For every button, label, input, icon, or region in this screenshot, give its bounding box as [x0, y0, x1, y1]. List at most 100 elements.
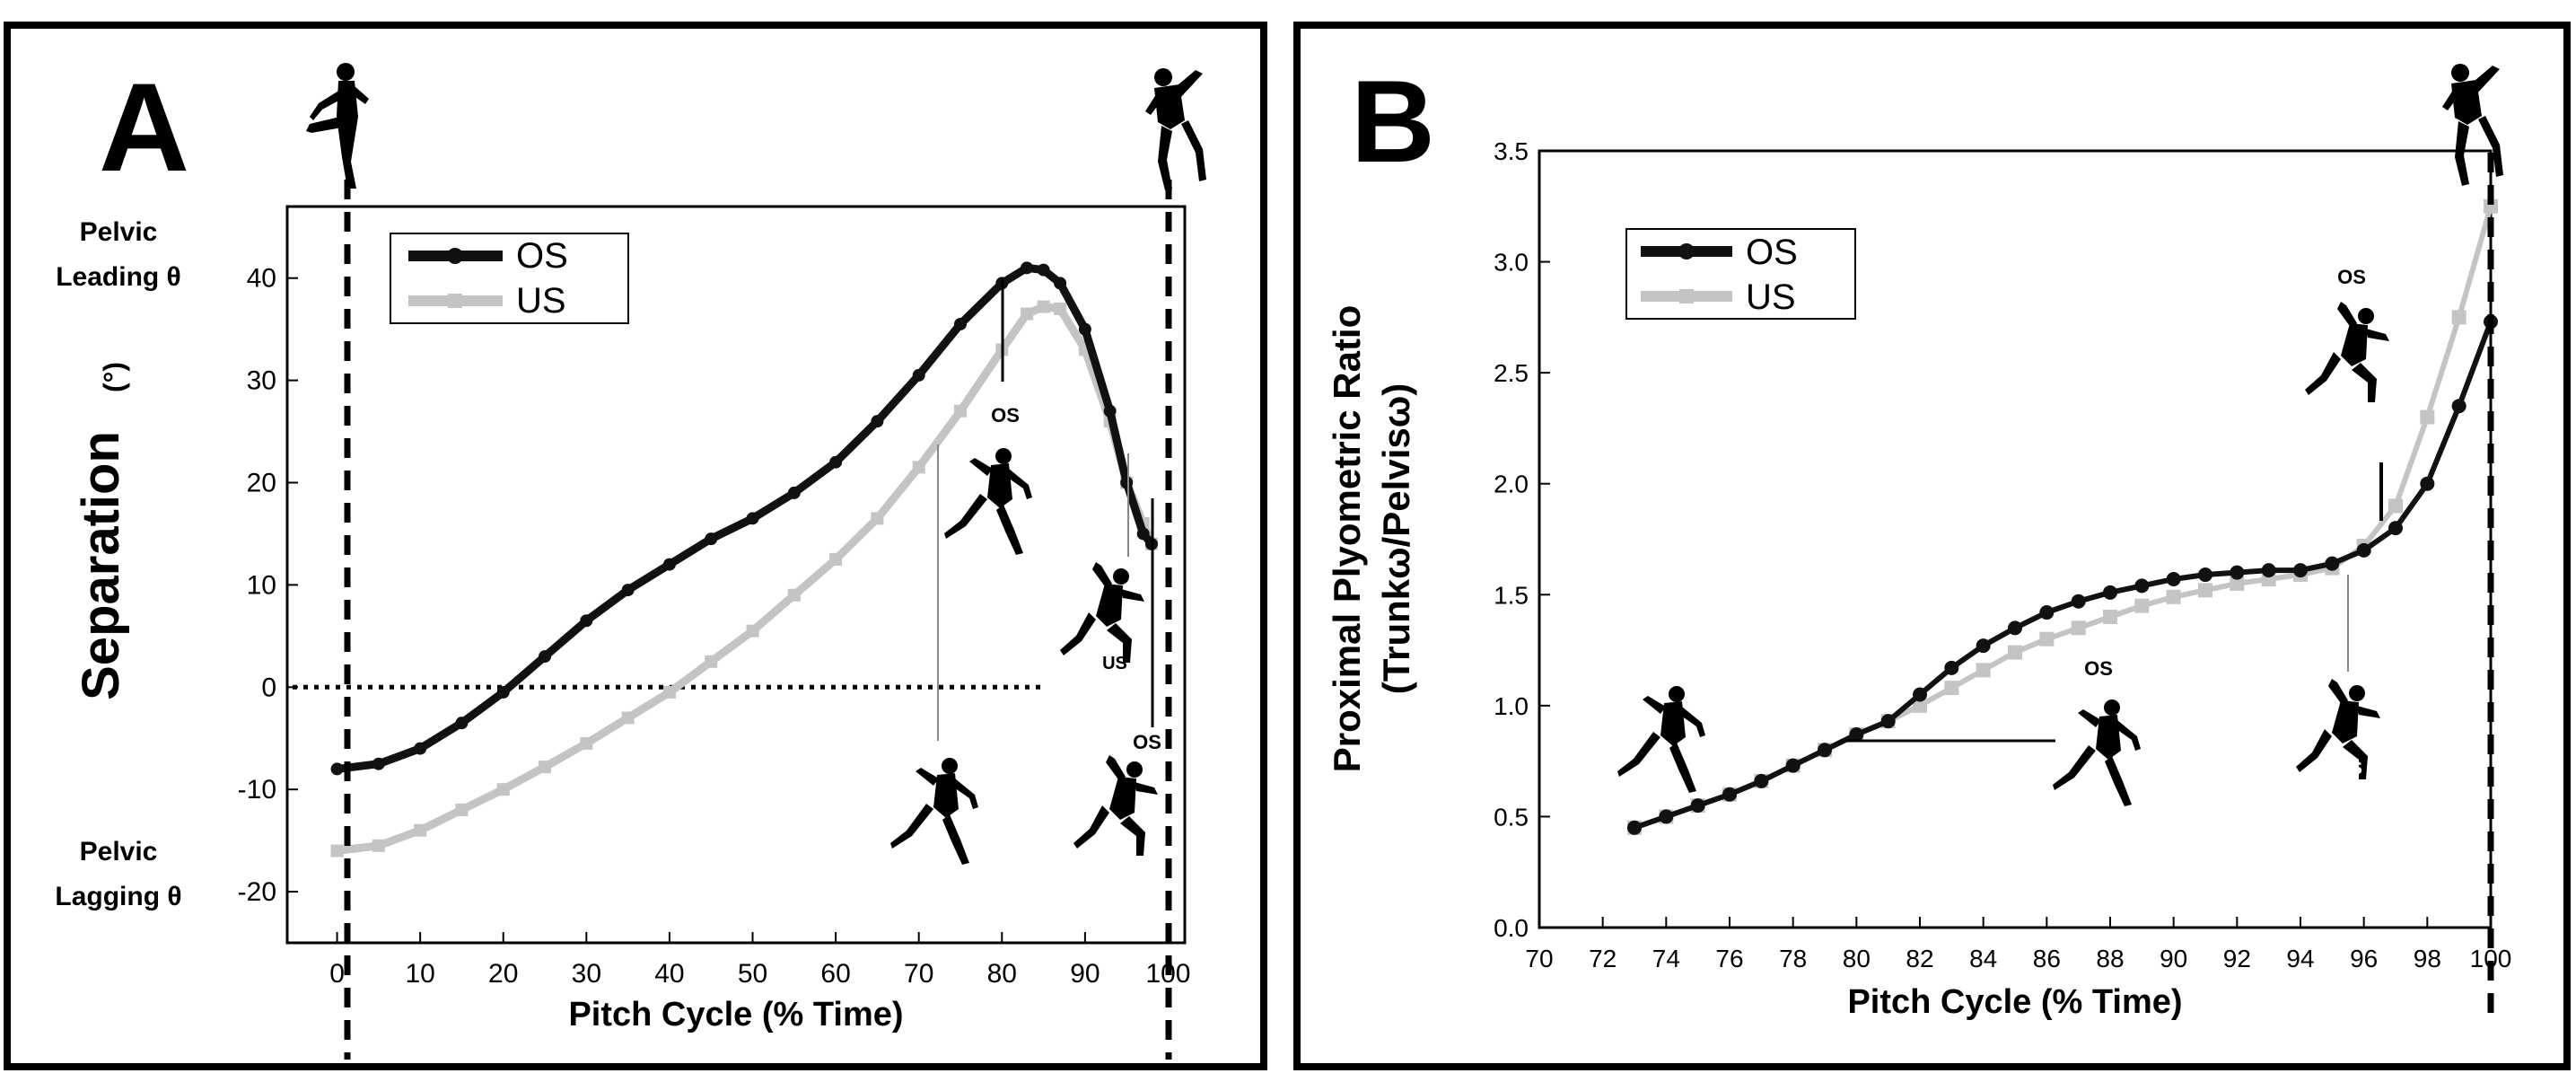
pitcher-release-icon-b: [2305, 302, 2389, 402]
panel-b-xtick-label: 92: [2223, 945, 2251, 972]
panel-a-yunit: (°): [98, 362, 130, 392]
panel-b-point-us: [2230, 576, 2245, 591]
panel-a-series-os-line: [337, 263, 1155, 773]
panel-b-legend-us-label: US: [1746, 277, 1796, 317]
panel-b-xtick-label: 94: [2286, 945, 2314, 972]
panel-b-xtick-label: 76: [1715, 945, 1743, 972]
panel-b-series: [1627, 198, 2498, 835]
panel-a-ytick-label: 0: [261, 673, 276, 702]
panel-a-point-us: [496, 783, 510, 796]
panel-b-annot-os-mid: OS: [2084, 657, 2113, 680]
panel-b-xtick-label: 88: [2096, 945, 2124, 972]
panel-b-point-us: [1913, 698, 1927, 713]
panel-b-xtick-label: 90: [2160, 945, 2187, 972]
panel-b-xtick-label: 86: [2033, 945, 2061, 972]
panel-b-xlabel: Pitch Cycle (% Time): [1847, 983, 2182, 1021]
panel-a-legend-us-marker: [448, 294, 462, 308]
panel-a-ytick-label: -20: [238, 877, 276, 907]
panel-a-point-os: [539, 650, 552, 664]
panel-a-point-os: [1120, 476, 1134, 489]
panel-a-point-us: [372, 839, 385, 852]
panel-b-point-os: [2166, 571, 2181, 586]
panel-a-annot-os-late: OS: [1133, 731, 1161, 753]
panel-a-point-os: [330, 762, 344, 776]
panel-a-point-os: [455, 717, 469, 730]
panel-a-point-us: [662, 685, 676, 699]
panel-b-point-os: [2230, 565, 2245, 580]
panel-b-ytick-label: 1.5: [1494, 581, 1529, 609]
panel-a-point-us: [455, 803, 469, 816]
panel-b-point-os: [1690, 798, 1705, 814]
pitcher-stride-icon-2: [890, 758, 978, 865]
panel-a-plot-area: [285, 205, 1187, 945]
panel-a-point-os: [372, 757, 385, 770]
panel-a-point-us: [705, 655, 718, 668]
pitcher-windup-icon: [306, 63, 369, 189]
panel-b-ytick-label: 0.5: [1494, 803, 1529, 831]
panel-a-ytick-label: 30: [247, 366, 276, 396]
panel-a-point-os: [1078, 322, 1091, 336]
panel-a-legend-os-label: OS: [516, 236, 568, 276]
panel-b-axes: 70 72 74 76 78 80 82 84 86 88 90 92 94 96 98 1000.00.51…: [1494, 137, 2511, 972]
panel-b-series-os-line: [1634, 321, 2493, 831]
panel-b-ytick-label: 3.5: [1494, 137, 1529, 165]
panel-a-point-os: [954, 317, 967, 330]
panel-b-point-os: [2134, 578, 2150, 594]
panel-a-point-us: [912, 461, 925, 474]
panel-b-point-us: [2039, 631, 2055, 647]
panel-b-annot-us-start: US: [1611, 777, 1636, 796]
pelvic-leading-label-1: Pelvic: [80, 217, 158, 247]
panel-b-ytick-label: 2.5: [1494, 359, 1529, 387]
panel-b-ytick-label: 0.0: [1494, 914, 1529, 942]
panel-b-point-os: [2451, 399, 2466, 414]
panel-b-point-os: [2293, 563, 2308, 578]
panel-b-legend-os-label: OS: [1746, 233, 1798, 272]
panel-b-frame: [1293, 22, 2571, 1070]
panel-b-point-os: [1659, 809, 1674, 824]
panel-a-point-us: [871, 512, 884, 525]
panel-b-point-os: [2388, 521, 2403, 536]
panel-b-point-os: [1880, 714, 1896, 729]
panel-a-point-os: [705, 532, 718, 546]
panel-b-point-os: [1976, 638, 1991, 654]
panel-a-xtick-label: 0: [329, 959, 345, 989]
panel-b-ytick-label: 3.0: [1494, 249, 1529, 277]
pitcher-stride-icon-b2: [2053, 699, 2141, 806]
panel-b-point-os: [1785, 758, 1801, 773]
panel-b-point-os: [1627, 820, 1642, 835]
panel-b-annot-os-late: OS: [2337, 266, 2366, 288]
panel-b-point-os: [2071, 594, 2086, 609]
panel-a-xtick-label: 20: [488, 959, 518, 989]
panel-a-xtick-label: 80: [987, 959, 1017, 989]
panel-a-series: [330, 261, 1158, 858]
panel-b-ytick-label: 2.0: [1494, 471, 1529, 498]
panel-a-point-us: [1054, 302, 1067, 315]
panel-b-point-os: [1913, 687, 1927, 702]
panel-a-point-us: [539, 761, 552, 774]
panel-b-point-us: [1944, 681, 1959, 696]
panel-b-point-os: [1722, 787, 1737, 802]
panel-b-point-os: [2198, 567, 2212, 583]
panel-b-point-os: [2420, 476, 2435, 491]
pitcher-release-icon-2: [1073, 755, 1158, 856]
panel-b-legend-os-marker: [1678, 243, 1695, 260]
panel-a-point-os: [1103, 404, 1117, 418]
panel-b-point-os: [2008, 620, 2022, 636]
panel-b-legend: [1625, 228, 1856, 320]
panel-a-point-us: [746, 624, 759, 638]
panel-b-point-us: [2103, 610, 2117, 624]
panel-a-point-us: [1037, 300, 1050, 313]
panel-b-ytick-label: 1.0: [1494, 692, 1529, 720]
panel-b-xtick-label: 96: [2350, 945, 2378, 972]
panel-b-point-os: [2039, 605, 2055, 620]
panel-b-point-os: [1754, 773, 1769, 788]
panel-a-point-os: [746, 512, 759, 525]
panel-b-point-os: [1849, 726, 1864, 742]
panel-b-point-os: [2261, 563, 2276, 578]
panel-a-annot-us-late: US: [1102, 654, 1127, 673]
panel-a-point-us: [414, 823, 427, 837]
panel-a-point-os: [787, 486, 801, 499]
panel-b-xtick-label: 98: [2414, 945, 2441, 972]
pelvic-lagging-label-2: Lagging θ: [55, 882, 181, 911]
